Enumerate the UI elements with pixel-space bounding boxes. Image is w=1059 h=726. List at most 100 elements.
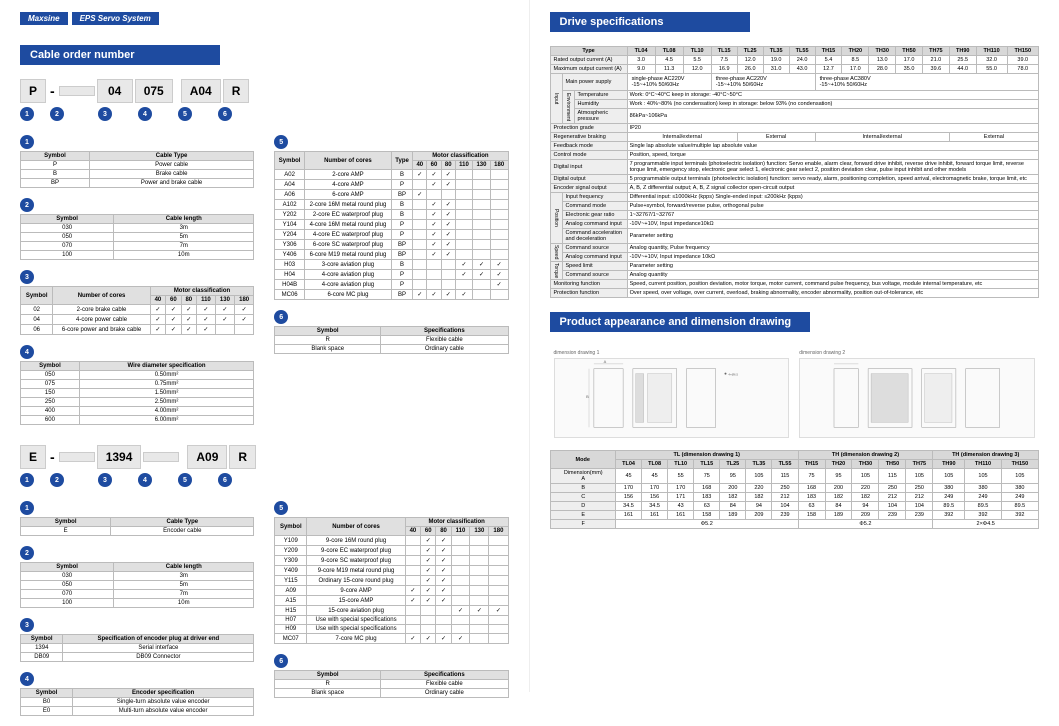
table-cell [455, 220, 472, 230]
table-cell: ✓ [451, 634, 470, 644]
table-cell [441, 280, 455, 290]
table-cell: ✓ [421, 546, 436, 556]
dimension-drawings: dimension drawing 1 AB4×Ø6.5 dimension d… [550, 346, 1040, 442]
table-cell [470, 625, 489, 634]
code-part: A04 [181, 79, 221, 103]
table-cell: 6-core MC plug [305, 290, 392, 300]
table-cell [490, 180, 508, 190]
table-cell: ✓ [166, 305, 181, 315]
table-cell: ✓ [441, 180, 455, 190]
symbol-table: SymbolNumber of coresMotor classificatio… [20, 286, 254, 335]
table-cell: ✓ [181, 305, 196, 315]
table-cell [413, 280, 427, 290]
table-cell: 10m [114, 599, 254, 608]
table-cell: 070 [21, 242, 114, 251]
table-cell: ✓ [150, 325, 165, 335]
table-cell [473, 210, 491, 220]
table-cell: ✓ [427, 290, 441, 300]
table-cell [489, 596, 508, 606]
table-cell: A04 [275, 180, 305, 190]
table-cell [405, 546, 420, 556]
table-cell: 2-core brake cable [53, 305, 150, 315]
table-cell: ✓ [215, 315, 234, 325]
table-header: Cable Type [89, 152, 253, 161]
table-cell: 3m [114, 572, 254, 581]
table-cell: 1394 [21, 644, 63, 653]
num-circle: 5 [178, 473, 192, 487]
table-cell [405, 616, 420, 625]
table-cell [470, 586, 489, 596]
table-cell: ✓ [441, 200, 455, 210]
table-header: Symbol [21, 635, 63, 644]
table-cell: 9-core EC waterproof plug [307, 546, 405, 556]
num-circle: 6 [274, 310, 288, 324]
table-header: Cable Type [111, 518, 254, 527]
num-circle: 1 [20, 501, 34, 515]
table-cell [490, 230, 508, 240]
table-cell: ✓ [441, 290, 455, 300]
symbol-table: SymbolNumber of coresMotor classificatio… [274, 517, 508, 644]
table-cell: ✓ [436, 546, 451, 556]
table-cell [473, 220, 491, 230]
symbol-table: SymbolNumber of coresTypeMotor classific… [274, 151, 508, 300]
table-cell [489, 556, 508, 566]
table-cell: ✓ [405, 596, 420, 606]
code-part [143, 452, 179, 462]
table-cell: 100 [21, 599, 114, 608]
table-cell [470, 546, 489, 556]
table-cell: E [21, 527, 111, 536]
table-header: Specification of encoder plug at driver … [63, 635, 254, 644]
table-cell [473, 250, 491, 260]
table-header: Symbol [275, 671, 381, 680]
num-circle: 4 [20, 672, 34, 686]
table-cell [473, 230, 491, 240]
table-cell: 10m [114, 251, 254, 260]
table-cell [470, 616, 489, 625]
table-header: Symbol [21, 518, 111, 527]
table-cell [490, 250, 508, 260]
table-cell: ✓ [489, 606, 508, 616]
table-cell: Use with special specifications [307, 616, 405, 625]
table-cell: Y406 [275, 250, 305, 260]
table-cell [455, 240, 472, 250]
table-cell: Blank space [275, 689, 381, 698]
table-cell [470, 576, 489, 586]
table-cell: A102 [275, 200, 305, 210]
table-cell: ✓ [413, 290, 427, 300]
table-cell: Y209 [275, 546, 307, 556]
table-cell: H04B [275, 280, 305, 290]
table-cell: H09 [275, 625, 307, 634]
table-cell: ✓ [421, 566, 436, 576]
table-cell: MC07 [275, 634, 307, 644]
table-cell: 4-core power cable [53, 315, 150, 325]
drawing-2-label: dimension drawing 2 [799, 350, 1035, 356]
num-circle: 4 [20, 345, 34, 359]
num-circle: 1 [20, 473, 34, 487]
symbol-table: SymbolCable TypeEEncoder cable [20, 517, 254, 536]
table-cell [473, 280, 491, 290]
num-circle: 4 [138, 107, 152, 121]
table-cell: Power and brake cable [89, 179, 253, 188]
table-cell: ✓ [455, 260, 472, 270]
num-circle: 5 [274, 135, 288, 149]
table-cell [455, 180, 472, 190]
num-circle: 3 [98, 473, 112, 487]
table-header: Cable length [114, 215, 254, 224]
table-cell [451, 596, 470, 606]
table-cell: ✓ [441, 250, 455, 260]
table-cell: Encoder cable [111, 527, 254, 536]
table-cell: ✓ [441, 230, 455, 240]
table-cell: P [391, 270, 412, 280]
table-cell: ✓ [436, 634, 451, 644]
table-cell: BP [21, 179, 90, 188]
table-cell: ✓ [166, 325, 181, 335]
table-cell: 9-core SC waterproof plug [307, 556, 405, 566]
table-cell: Flexible cable [381, 336, 508, 345]
code-part: 1394 [97, 445, 142, 469]
table-cell: 050 [21, 233, 114, 242]
symbol-table: SymbolCable length0303m0505m0707m10010m [20, 562, 254, 608]
table-cell [413, 180, 427, 190]
table-cell: Y109 [275, 536, 307, 546]
table-cell: H03 [275, 260, 305, 270]
table-cell: ✓ [436, 566, 451, 576]
